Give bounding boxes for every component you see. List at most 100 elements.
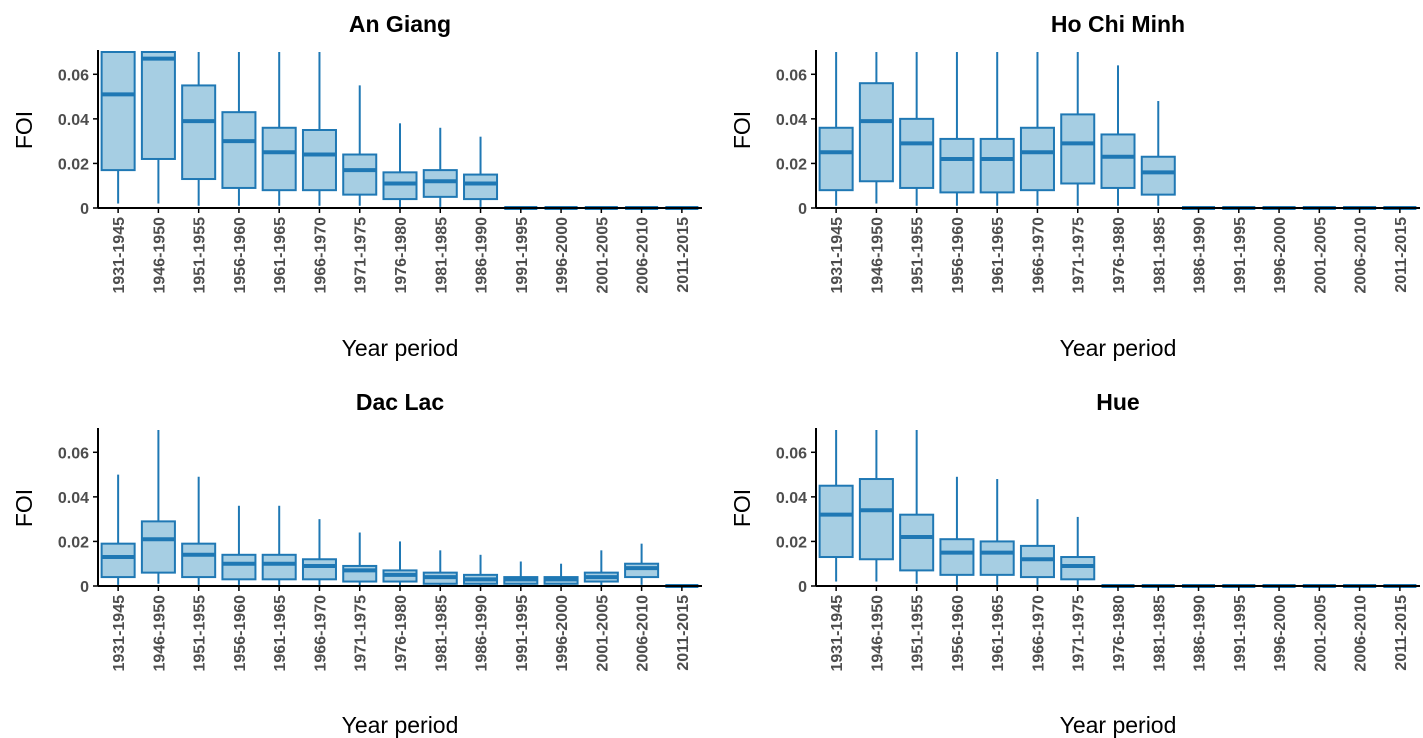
x-tick-label: 2001-2005	[594, 595, 611, 672]
box-1976-1980	[382, 123, 418, 207]
y-axis-title: FOI	[729, 489, 755, 527]
x-tick-label: 1961-1965	[272, 217, 289, 294]
plot-area: 0 0.02 0.04 0.06 1931-1945 1946-1950 1951-1955…	[776, 50, 1420, 294]
x-tick-label: 1976-1980	[1111, 595, 1128, 672]
x-tick-label: 1971-1975	[1071, 217, 1088, 294]
x-axis-title: Year period	[342, 335, 459, 361]
x-tick-label: 1996-2000	[554, 595, 571, 672]
box-1956-1960	[939, 476, 975, 585]
panel-hue: Hue FOI Year period 0 0.02 0.04 0.06 1931-19…	[729, 389, 1420, 738]
box-iqr	[979, 540, 1015, 576]
x-tick-label: 1931-1945	[829, 217, 846, 294]
box-iqr	[100, 542, 136, 579]
box-iqr	[858, 82, 894, 183]
x-axis-title: Year period	[1060, 712, 1177, 738]
panel-title: Dac Lac	[356, 389, 444, 415]
x-tick-label: 1951-1955	[910, 217, 927, 294]
x-tick-label: 1986-1990	[474, 595, 491, 672]
box-1961-1965	[261, 52, 297, 206]
x-tick-label: 1956-1960	[232, 217, 249, 294]
box-1976-1980	[382, 541, 418, 586]
y-tick-label: 0.06	[58, 67, 89, 84]
panel-dac-lac: Dac Lac FOI Year period 0 0.02 0.04 0.06 193…	[11, 389, 702, 738]
box-iqr	[221, 111, 257, 189]
x-axis-title: Year period	[342, 712, 459, 738]
panel-title: An Giang	[349, 11, 451, 37]
box-iqr	[422, 169, 458, 198]
x-tick-label: 1946-1950	[869, 217, 886, 294]
x-tick-label: 1986-1990	[474, 217, 491, 294]
box-iqr	[301, 558, 337, 581]
box-iqr	[463, 173, 499, 201]
x-tick-label: 1986-1990	[1192, 595, 1209, 672]
box-1931-1945	[100, 474, 136, 585]
x-tick-label: 1996-2000	[554, 217, 571, 294]
x-tick-label: 1971-1975	[1071, 595, 1088, 672]
box-1971-1975	[1060, 516, 1096, 585]
box-1986-1990	[463, 136, 499, 207]
box-iqr	[382, 171, 418, 201]
x-tick-label: 2001-2005	[1312, 595, 1329, 672]
box-iqr	[818, 484, 854, 559]
box-1981-1985	[1140, 101, 1176, 206]
y-tick-label: 0.04	[58, 112, 89, 129]
y-tick-label: 0	[798, 579, 807, 596]
x-axis-title: Year period	[1060, 335, 1177, 361]
y-tick-label: 0.02	[58, 156, 89, 173]
box-1946-1950	[140, 51, 176, 204]
x-tick-label: 2011-2015	[1393, 595, 1410, 671]
x-tick-label: 1981-1985	[1151, 595, 1168, 672]
box-iqr	[1060, 556, 1096, 581]
box-1966-1970	[1019, 499, 1055, 585]
box-1961-1965	[979, 479, 1015, 585]
box-1956-1960	[939, 52, 975, 206]
box-iqr	[1019, 126, 1055, 192]
box-1961-1965	[261, 505, 297, 585]
x-tick-label: 1971-1975	[353, 595, 370, 672]
x-tick-label: 1961-1965	[990, 595, 1007, 672]
box-iqr	[1060, 113, 1096, 185]
panel-an-giang: An Giang FOI Year period 0 0.02 0.04 0.06 19…	[11, 11, 702, 361]
y-tick-label: 0.02	[776, 156, 807, 173]
x-tick-label: 1946-1950	[151, 217, 168, 294]
box-1946-1950	[858, 52, 894, 204]
box-iqr	[624, 562, 660, 579]
box-1951-1955	[899, 52, 935, 206]
box-1971-1975	[342, 532, 378, 586]
x-tick-label: 1966-1970	[1030, 595, 1047, 672]
x-tick-label: 1946-1950	[151, 595, 168, 672]
box-1981-1985	[422, 127, 458, 207]
box-iqr	[181, 542, 217, 579]
box-1991-1995	[503, 561, 539, 586]
box-iqr	[100, 51, 136, 172]
x-tick-label: 1971-1975	[353, 217, 370, 294]
box-iqr	[342, 564, 378, 583]
box-1951-1955	[899, 430, 935, 584]
panel-title: Ho Chi Minh	[1051, 11, 1185, 37]
x-tick-label: 2011-2015	[675, 217, 692, 293]
x-tick-label: 1976-1980	[1111, 217, 1128, 294]
box-iqr	[301, 129, 337, 192]
x-tick-label: 1956-1960	[232, 595, 249, 672]
x-tick-label: 1931-1945	[111, 217, 128, 294]
x-tick-label: 1996-2000	[1272, 217, 1289, 294]
x-tick-label: 1951-1955	[192, 595, 209, 672]
y-tick-label: 0.04	[776, 112, 807, 129]
box-1971-1975	[1060, 52, 1096, 206]
x-tick-label: 1981-1985	[433, 595, 450, 672]
box-iqr	[899, 117, 935, 189]
x-tick-label: 1931-1945	[111, 595, 128, 672]
y-tick-label: 0.06	[776, 445, 807, 462]
box-iqr	[221, 553, 257, 581]
y-axis-title: FOI	[11, 489, 37, 527]
x-tick-label: 1931-1945	[829, 595, 846, 672]
y-tick-label: 0	[80, 579, 89, 596]
x-tick-label: 1996-2000	[1272, 595, 1289, 672]
x-tick-label: 2006-2010	[1353, 217, 1370, 294]
x-tick-label: 1946-1950	[869, 595, 886, 672]
plot-area: 0 0.02 0.04 0.06 1931-1945 1946-1950 1951-1955…	[776, 428, 1420, 672]
box-1976-1980	[1100, 65, 1136, 206]
x-tick-label: 2001-2005	[1312, 217, 1329, 294]
box-iqr	[1140, 155, 1176, 196]
